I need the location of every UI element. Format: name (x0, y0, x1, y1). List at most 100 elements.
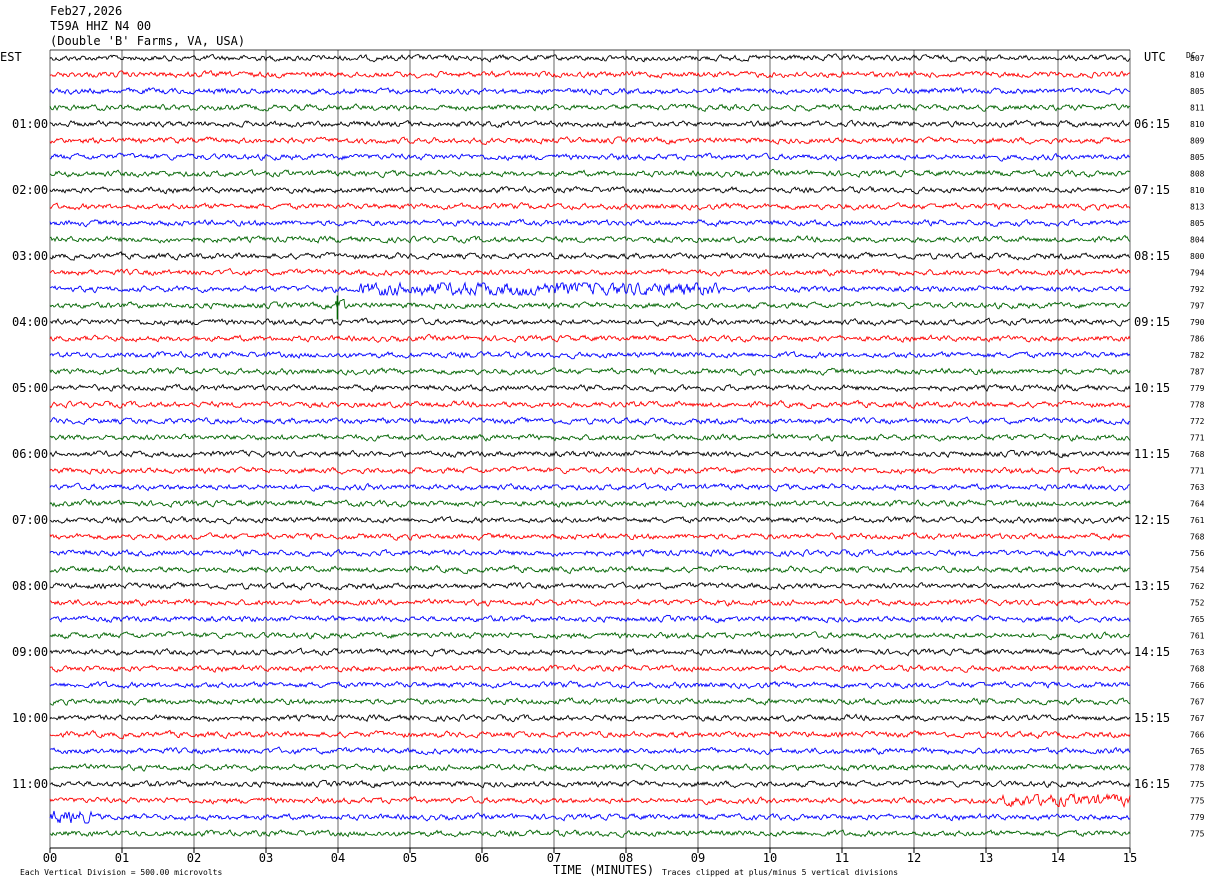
dc-offset-label: 775 (1190, 780, 1205, 789)
trace-line (49, 631, 1131, 641)
dc-offset-label: 768 (1190, 533, 1205, 542)
vertical-division-note: Each Vertical Division = 500.00 microvol… (20, 868, 222, 877)
trace-line (49, 829, 1131, 838)
right-hour-label: 16:15 (1134, 777, 1170, 791)
dc-offset-label: 794 (1190, 269, 1205, 278)
trace-line (49, 70, 1131, 79)
trace-line (49, 185, 1131, 195)
trace-line (49, 449, 1131, 459)
left-timezone-label: EST (0, 50, 22, 64)
dc-offset-label: 800 (1190, 252, 1205, 261)
trace-line (49, 729, 1131, 740)
trace-line (49, 763, 1131, 772)
time-grid (49, 49, 1131, 853)
seismic-traces (49, 53, 1131, 838)
dc-offset-label: 761 (1190, 632, 1205, 641)
trace-line (49, 664, 1131, 673)
x-tick-label: 04 (331, 851, 345, 865)
x-tick-labels: 00 01 02 03 04 05 06 07 08 09 10 11 12 13 14 15 (43, 851, 1137, 865)
dc-offset-label: 766 (1190, 731, 1205, 740)
x-tick-label: 08 (619, 851, 633, 865)
left-hour-label: 10:00 (12, 711, 48, 725)
left-hour-label: 09:00 (12, 645, 48, 659)
trace-line (49, 350, 1131, 360)
left-hour-label: 11:00 (12, 777, 48, 791)
trace-line (49, 548, 1131, 558)
trace-line (49, 86, 1131, 96)
dc-offset-label: 792 (1190, 285, 1205, 294)
trace-line (49, 317, 1131, 327)
trace-line (49, 383, 1131, 393)
dc-offset-label: 813 (1190, 203, 1205, 212)
clip-note: Traces clipped at plus/minus 5 vertical … (662, 868, 898, 877)
trace-line (49, 119, 1131, 129)
dc-offset-label: 779 (1190, 813, 1205, 822)
trace-line (49, 299, 1131, 310)
trace-line (49, 564, 1131, 575)
trace-line (49, 515, 1131, 525)
right-hour-label: 12:15 (1134, 513, 1170, 527)
dc-offset-label: 805 (1190, 87, 1205, 96)
dc-offset-label: 771 (1190, 434, 1205, 443)
station-location: (Double 'B' Farms, VA, USA) (50, 34, 246, 48)
station-code: T59A HHZ N4 00 (50, 19, 152, 33)
dc-offset-label: 764 (1190, 500, 1205, 509)
trace-line (49, 614, 1131, 624)
dc-offset-label: 763 (1190, 648, 1205, 657)
dc-offset-label: 775 (1190, 830, 1205, 839)
x-tick-label: 01 (115, 851, 129, 865)
x-tick-label: 06 (475, 851, 489, 865)
trace-line (49, 433, 1131, 442)
trace-line (49, 367, 1131, 376)
dc-offset-label: 778 (1190, 764, 1205, 773)
dc-offset-label: 767 (1190, 698, 1205, 707)
dc-offset-label: 805 (1190, 153, 1205, 162)
right-hour-label: 10:15 (1134, 381, 1170, 395)
right-hour-label: 06:15 (1134, 117, 1170, 131)
left-hour-label: 04:00 (12, 315, 48, 329)
dc-offset-label: 782 (1190, 351, 1205, 360)
right-hour-label: 07:15 (1134, 183, 1170, 197)
trace-line (49, 267, 1131, 277)
dc-offset-labels: 807 810 805 811 810 809 805 808 810 813 805 804 800 7… (1190, 54, 1205, 839)
dc-offset-label: 768 (1190, 665, 1205, 674)
trace-line (49, 647, 1131, 657)
trace-line (49, 53, 1131, 63)
trace-line (49, 482, 1131, 492)
x-tick-label: 14 (1051, 851, 1065, 865)
x-axis-title: TIME (MINUTES) (553, 863, 654, 877)
dc-offset-label: 790 (1190, 318, 1205, 327)
x-tick-label: 02 (187, 851, 201, 865)
left-hour-label: 06:00 (12, 447, 48, 461)
dc-offset-label: 754 (1190, 566, 1205, 575)
right-hour-label: 11:15 (1134, 447, 1170, 461)
x-tick-label: 00 (43, 851, 57, 865)
trace-line (49, 746, 1131, 756)
trace-line (49, 598, 1131, 607)
left-hour-label: 05:00 (12, 381, 48, 395)
right-hour-label: 09:15 (1134, 315, 1170, 329)
x-tick-label: 12 (907, 851, 921, 865)
trace-line (49, 416, 1131, 426)
x-tick-label: 10 (763, 851, 777, 865)
dc-offset-label: 810 (1190, 120, 1205, 129)
trace-line (49, 136, 1131, 145)
trace-line (49, 713, 1131, 723)
x-tick-label: 15 (1123, 851, 1137, 865)
x-tick-label: 07 (547, 851, 561, 865)
trace-line (49, 251, 1131, 261)
x-tick-label: 09 (691, 851, 705, 865)
dc-offset-label: 762 (1190, 582, 1205, 591)
dc-offset-label: 778 (1190, 401, 1205, 410)
dc-offset-label: 763 (1190, 483, 1205, 492)
dc-offset-label: 811 (1190, 104, 1205, 113)
trace-line (49, 333, 1131, 344)
dc-offset-label: 765 (1190, 747, 1205, 756)
left-hour-label: 02:00 (12, 183, 48, 197)
dc-offset-label: 787 (1190, 368, 1205, 377)
dc-offset-label: 804 (1190, 236, 1205, 245)
left-hour-label: 07:00 (12, 513, 48, 527)
dc-offset-label: 810 (1190, 186, 1205, 195)
dc-offset-label: 775 (1190, 797, 1205, 806)
x-tick-label: 05 (403, 851, 417, 865)
